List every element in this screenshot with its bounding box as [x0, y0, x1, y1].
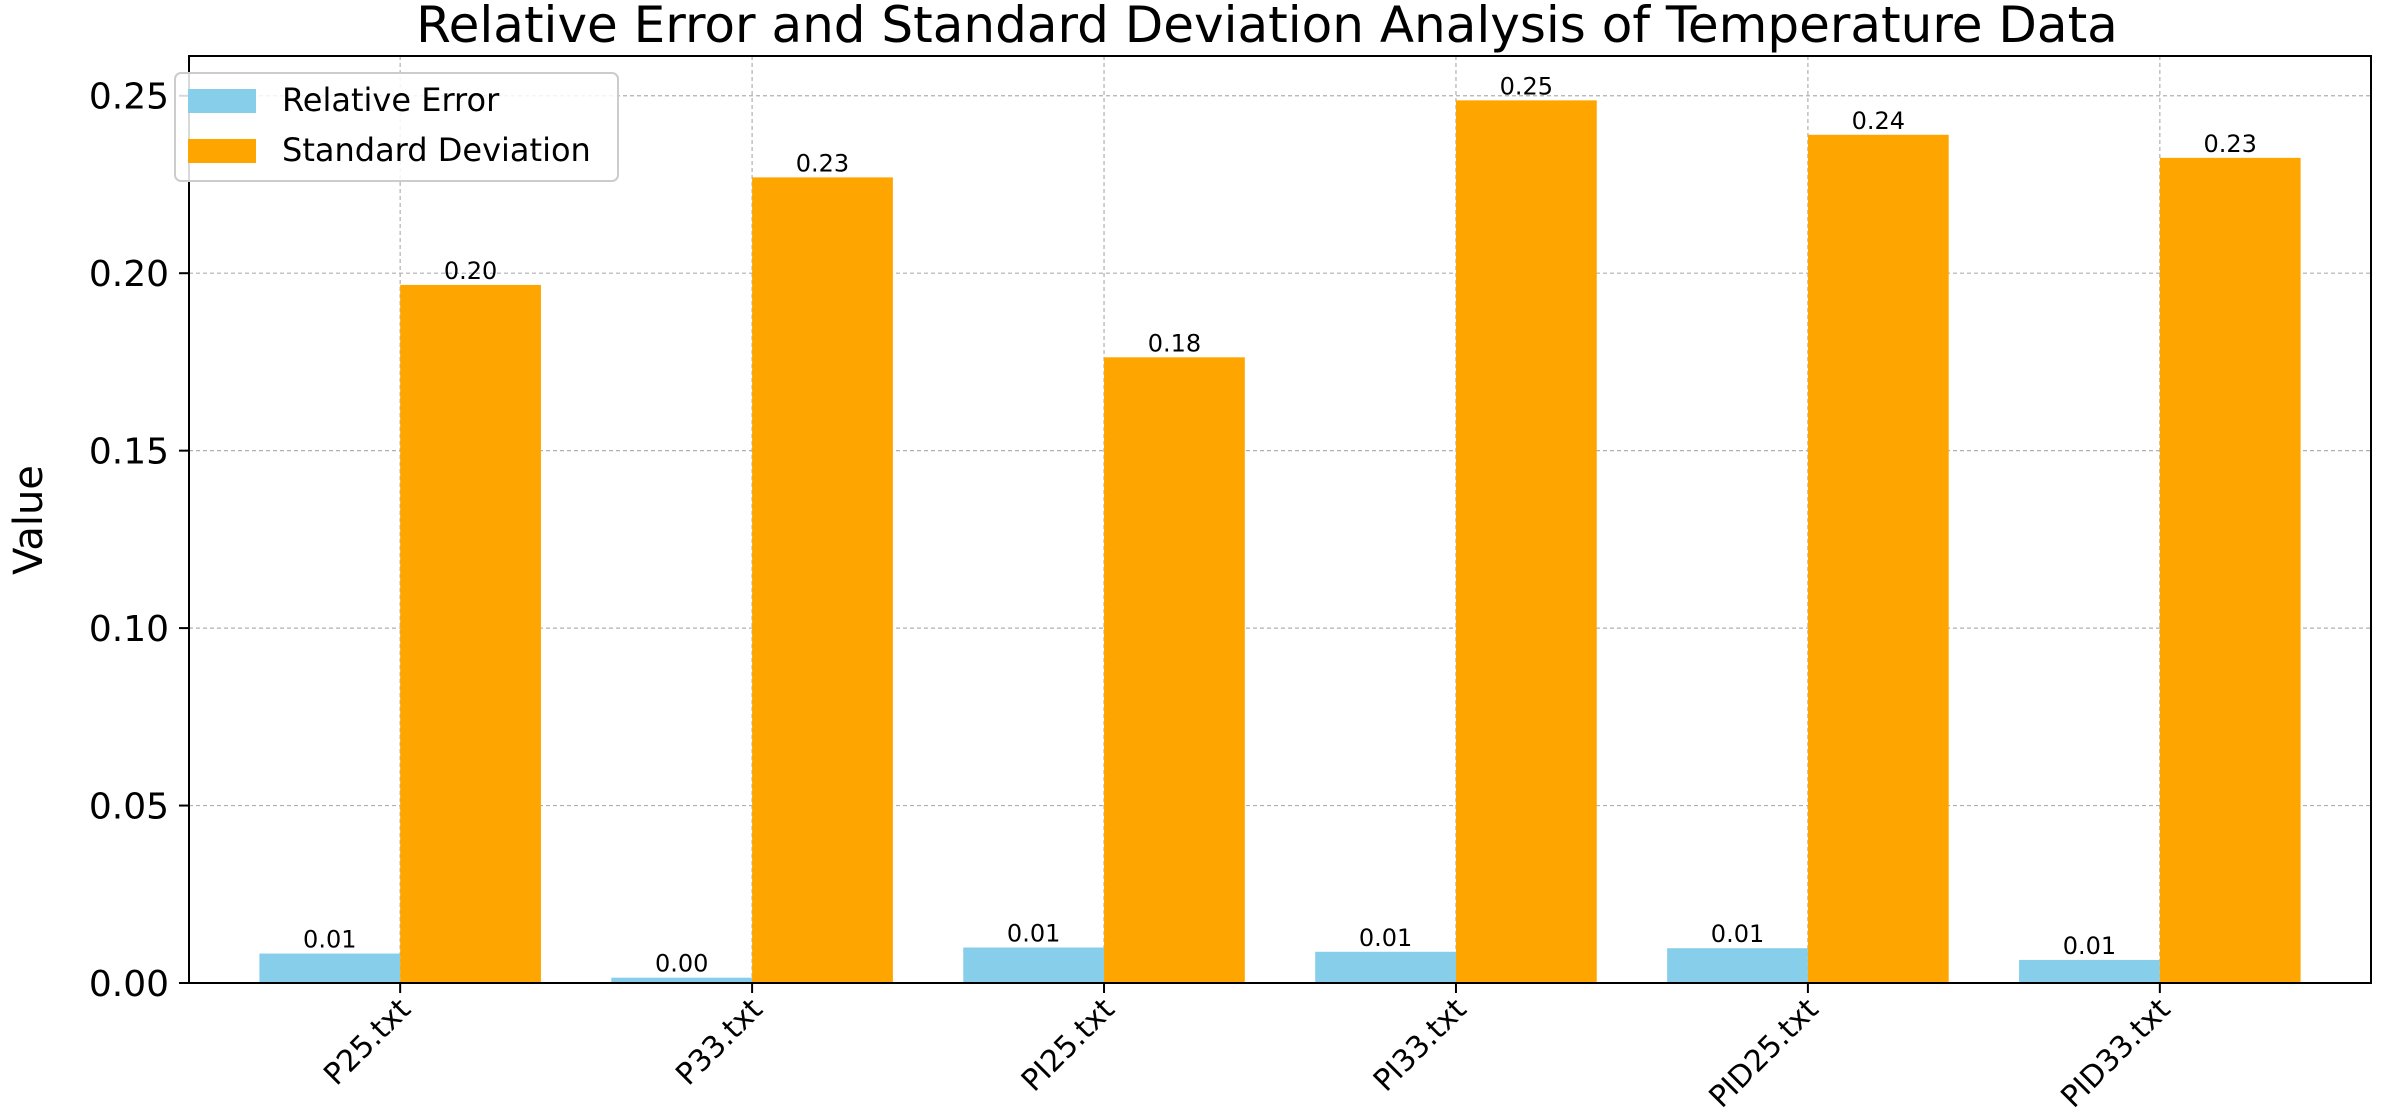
legend-swatch — [188, 89, 256, 113]
x-tick-label: P33.txt — [669, 992, 770, 1093]
bar-value-label: 0.23 — [2204, 130, 2257, 158]
bar-value-label: 0.01 — [303, 926, 356, 954]
legend-label: Relative Error — [282, 81, 500, 119]
bar — [1455, 100, 1597, 984]
bar-value-label: 0.25 — [1500, 72, 1553, 100]
bar-value-label: 0.00 — [655, 950, 708, 978]
bar — [963, 947, 1105, 983]
y-tick-label: 0.25 — [89, 77, 169, 118]
x-tick-label: PI33.txt — [1367, 992, 1474, 1099]
y-axis-label: Value — [6, 465, 52, 575]
bar — [1667, 948, 1808, 983]
bar — [1807, 134, 1949, 983]
bar-value-label: 0.18 — [1148, 329, 1201, 357]
bar — [2019, 959, 2160, 983]
x-ticks-layer: P25.txt P33.txt PI25.txt PI33.txt PID25.txt P… — [317, 983, 2178, 1114]
legend-swatch — [188, 139, 256, 163]
data-labels-layer: 0.01 0.00 0.01 0.01 0.01 0.01 0.20 0.23 0.18 0.25… — [303, 72, 2257, 977]
x-tick-label: PID33.txt — [2054, 992, 2177, 1110]
y-tick-label: 0.15 — [89, 432, 169, 473]
y-tick-label: 0.00 — [89, 964, 169, 1005]
legend-label: Standard Deviation — [282, 131, 591, 169]
x-tick-label: P25.txt — [317, 992, 418, 1093]
chart-title: Relative Error and Standard Deviation An… — [416, 0, 2118, 54]
bars-layer — [259, 100, 2301, 984]
bar — [400, 284, 541, 984]
bar — [752, 177, 893, 983]
bar-value-label: 0.01 — [2063, 932, 2116, 960]
bar-value-label: 0.01 — [1007, 920, 1060, 948]
y-tick-label: 0.05 — [89, 787, 169, 828]
bar-value-label: 0.24 — [1852, 107, 1905, 135]
legend-frame — [174, 72, 619, 182]
y-tick-label: 0.20 — [89, 254, 169, 295]
bar — [1104, 357, 1245, 983]
x-tick-label: PID25.txt — [1703, 992, 1826, 1110]
x-tick-label: PI25.txt — [1015, 992, 1122, 1099]
bar-value-label: 0.20 — [444, 257, 497, 285]
bar — [611, 977, 753, 983]
bar — [259, 953, 401, 983]
y-ticks-layer: 0.00 0.05 0.10 0.15 0.20 0.25 — [89, 77, 189, 1005]
bar-value-label: 0.01 — [1359, 924, 1412, 952]
bar — [1315, 951, 1456, 983]
legend: Relative Error Standard Deviation — [174, 72, 619, 182]
bar-value-label: 0.01 — [1711, 920, 1764, 948]
y-tick-label: 0.10 — [89, 609, 169, 650]
plot-frame — [188, 55, 2372, 984]
bar-value-label: 0.23 — [796, 149, 849, 177]
bar — [2159, 157, 2301, 983]
